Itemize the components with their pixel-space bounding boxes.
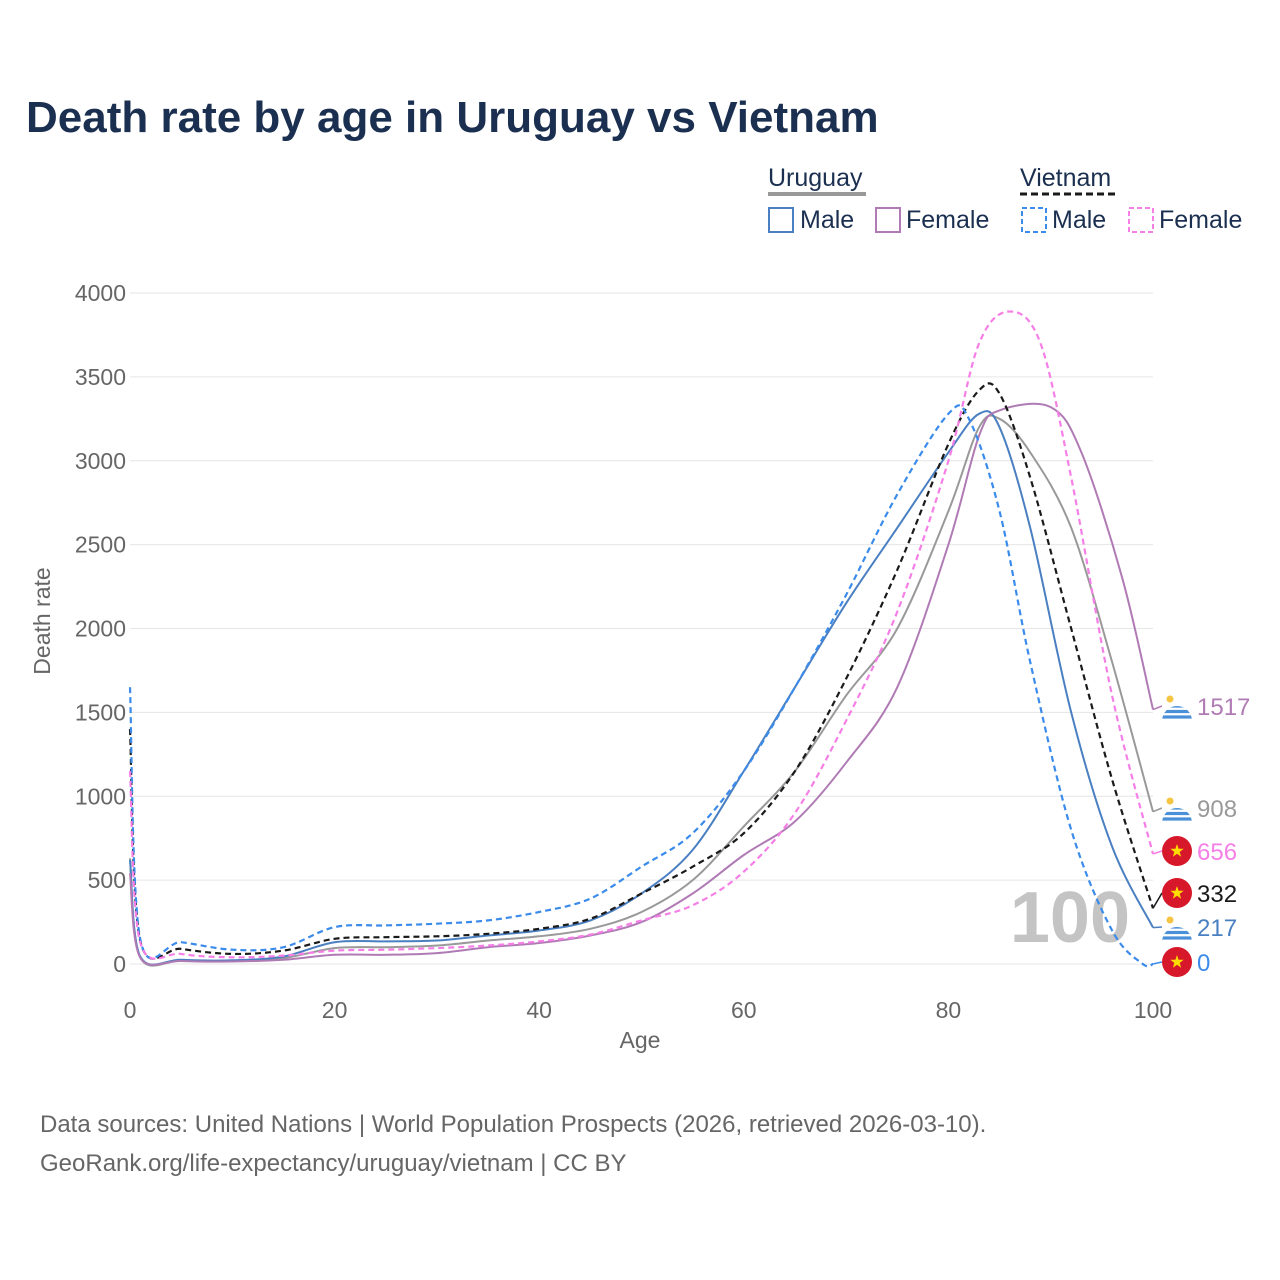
x-axis-ticks: 0 20 40 60 80 100 <box>124 997 1173 1023</box>
legend-group-vietnam: Vietnam Male Female <box>1020 164 1242 234</box>
flag-stripe <box>1162 715 1192 718</box>
legend-group-label: Uruguay <box>768 164 863 192</box>
uruguay-flag-icon <box>1162 912 1192 942</box>
legend-group-label: Vietnam <box>1020 164 1111 192</box>
flag-stripe <box>1162 806 1192 809</box>
legend-item-uruguay-female[interactable]: Female <box>875 206 989 234</box>
uruguay-flag-icon <box>1162 793 1192 823</box>
y-tick-label: 2000 <box>75 616 126 642</box>
flag-stripe <box>1162 710 1192 713</box>
legend-group-uruguay: Uruguay Male Female <box>768 164 989 234</box>
series-line-vietnam-female[interactable] <box>128 310 1155 960</box>
year-watermark: 100 <box>1010 878 1130 958</box>
source-line-1: Data sources: United Nations | World Pop… <box>40 1111 986 1138</box>
series-line-uruguay-female[interactable] <box>129 402 1154 966</box>
end-value-label: 1517 <box>1197 694 1250 721</box>
end-label-connector <box>1152 850 1163 855</box>
series-line-vietnam-male[interactable] <box>128 404 1154 968</box>
y-tick-label: 2500 <box>75 532 126 558</box>
flag-star <box>1170 886 1184 899</box>
legend-item-vietnam-male[interactable]: Male <box>1021 206 1106 234</box>
flag-stripe <box>1162 936 1192 939</box>
uruguay-flag-icon <box>1162 691 1192 721</box>
x-tick-label: 60 <box>731 997 757 1023</box>
end-value-label: 908 <box>1197 796 1237 823</box>
series-line-uruguay-male[interactable] <box>129 410 1154 966</box>
legend-swatch <box>768 207 794 233</box>
end-labels: 908 217 1517 332 0 656 <box>1152 691 1250 977</box>
legend-swatch <box>875 207 901 233</box>
legend-item-label: Female <box>1159 206 1242 234</box>
vietnam-flag-icon <box>1162 947 1192 977</box>
x-tick-label: 40 <box>526 997 552 1023</box>
flag-stripe <box>1162 812 1192 815</box>
end-label-connector <box>1152 961 1163 965</box>
end-value-label: 656 <box>1197 839 1237 866</box>
flag-stripe <box>1162 704 1192 707</box>
series-line-uruguay-total[interactable] <box>129 414 1154 967</box>
source-line-2: GeoRank.org/life-expectancy/uruguay/viet… <box>40 1150 627 1177</box>
vietnam-flag-icon <box>1162 878 1192 908</box>
y-tick-label: 500 <box>88 867 126 893</box>
flag-stripe <box>1162 925 1192 928</box>
legend-item-label: Male <box>1052 206 1106 234</box>
legend-item-label: Female <box>906 206 989 234</box>
end-label-connector <box>1152 892 1163 909</box>
flag-stripe <box>1162 817 1192 820</box>
legend: Uruguay Male Female Vietnam Male Female <box>768 164 1242 234</box>
end-label-connector <box>1152 926 1163 929</box>
flag-sun <box>1166 797 1174 805</box>
x-tick-label: 0 <box>124 997 137 1023</box>
flag-star <box>1170 844 1184 857</box>
y-tick-label: 0 <box>113 951 126 977</box>
y-tick-label: 3500 <box>75 364 126 390</box>
series-line-vietnam-total[interactable] <box>128 382 1155 960</box>
flag-sun <box>1166 695 1174 703</box>
flag-stripe <box>1162 931 1192 934</box>
vietnam-flag-icon <box>1162 836 1192 866</box>
y-tick-label: 1500 <box>75 699 126 725</box>
flag-star <box>1170 955 1184 968</box>
end-label-connector <box>1152 705 1163 711</box>
end-value-label: 0 <box>1197 950 1210 977</box>
legend-item-vietnam-female[interactable]: Female <box>1128 206 1242 234</box>
y-axis-label: Death rate <box>29 567 55 674</box>
flag-sun <box>1166 916 1174 924</box>
legend-swatch <box>1021 207 1047 233</box>
gridlines <box>130 292 1153 965</box>
legend-item-label: Male <box>800 206 854 234</box>
y-tick-label: 1000 <box>75 783 126 809</box>
y-axis-ticks: 0 500 1000 1500 2000 2500 3000 3500 4000 <box>75 280 126 977</box>
end-label-connector <box>1152 807 1163 813</box>
x-tick-label: 80 <box>936 997 962 1023</box>
chart-title: Death rate by age in Uruguay vs Vietnam <box>26 93 879 142</box>
x-tick-label: 100 <box>1134 997 1172 1023</box>
end-value-label: 332 <box>1197 881 1237 908</box>
y-tick-label: 4000 <box>75 280 126 306</box>
y-tick-label: 3000 <box>75 448 126 474</box>
x-axis-label: Age <box>620 1027 661 1053</box>
series-lines <box>128 310 1155 968</box>
end-value-label: 217 <box>1197 915 1237 942</box>
legend-swatch <box>1128 207 1154 233</box>
x-tick-label: 20 <box>322 997 348 1023</box>
legend-item-uruguay-male[interactable]: Male <box>768 206 854 234</box>
